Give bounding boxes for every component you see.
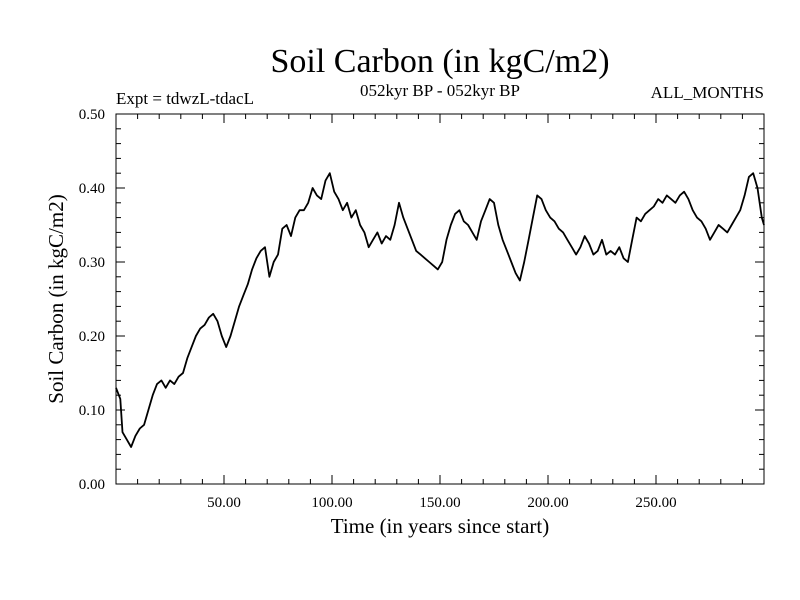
x-tick-label: 100.00 bbox=[311, 495, 352, 511]
x-axis-ticks bbox=[137, 114, 743, 484]
x-axis-tick-labels: 50.00 100.00 150.00 200.00 250.00 bbox=[207, 495, 677, 511]
y-axis-ticks bbox=[116, 113, 764, 485]
y-tick-label: 0.30 bbox=[79, 255, 105, 271]
series-line-soil-carbon bbox=[115, 172, 765, 448]
x-tick-label: 150.00 bbox=[419, 495, 460, 511]
x-tick-label: 50.00 bbox=[207, 495, 241, 511]
y-axis-label: Soil Carbon (in kgC/m2) bbox=[44, 194, 68, 403]
months-label: ALL_MONTHS bbox=[651, 83, 764, 102]
chart-title: Soil Carbon (in kgC/m2) bbox=[270, 43, 609, 80]
y-axis-tick-labels: 0.00 0.10 0.20 0.30 0.40 0.50 bbox=[79, 107, 105, 493]
y-tick-label: 0.50 bbox=[79, 107, 105, 123]
y-tick-label: 0.10 bbox=[79, 403, 105, 419]
plot-area-frame bbox=[115, 113, 765, 485]
experiment-label: Expt = tdwzL-tdacL bbox=[116, 89, 254, 108]
x-tick-label: 250.00 bbox=[635, 495, 676, 511]
y-tick-label: 0.40 bbox=[79, 181, 105, 197]
x-axis-label: Time (in years since start) bbox=[331, 514, 550, 538]
y-tick-label: 0.20 bbox=[79, 329, 105, 345]
x-tick-label: 200.00 bbox=[527, 495, 568, 511]
chart-subtitle: 052kyr BP - 052kyr BP bbox=[360, 81, 520, 100]
y-tick-label: 0.00 bbox=[79, 477, 105, 493]
